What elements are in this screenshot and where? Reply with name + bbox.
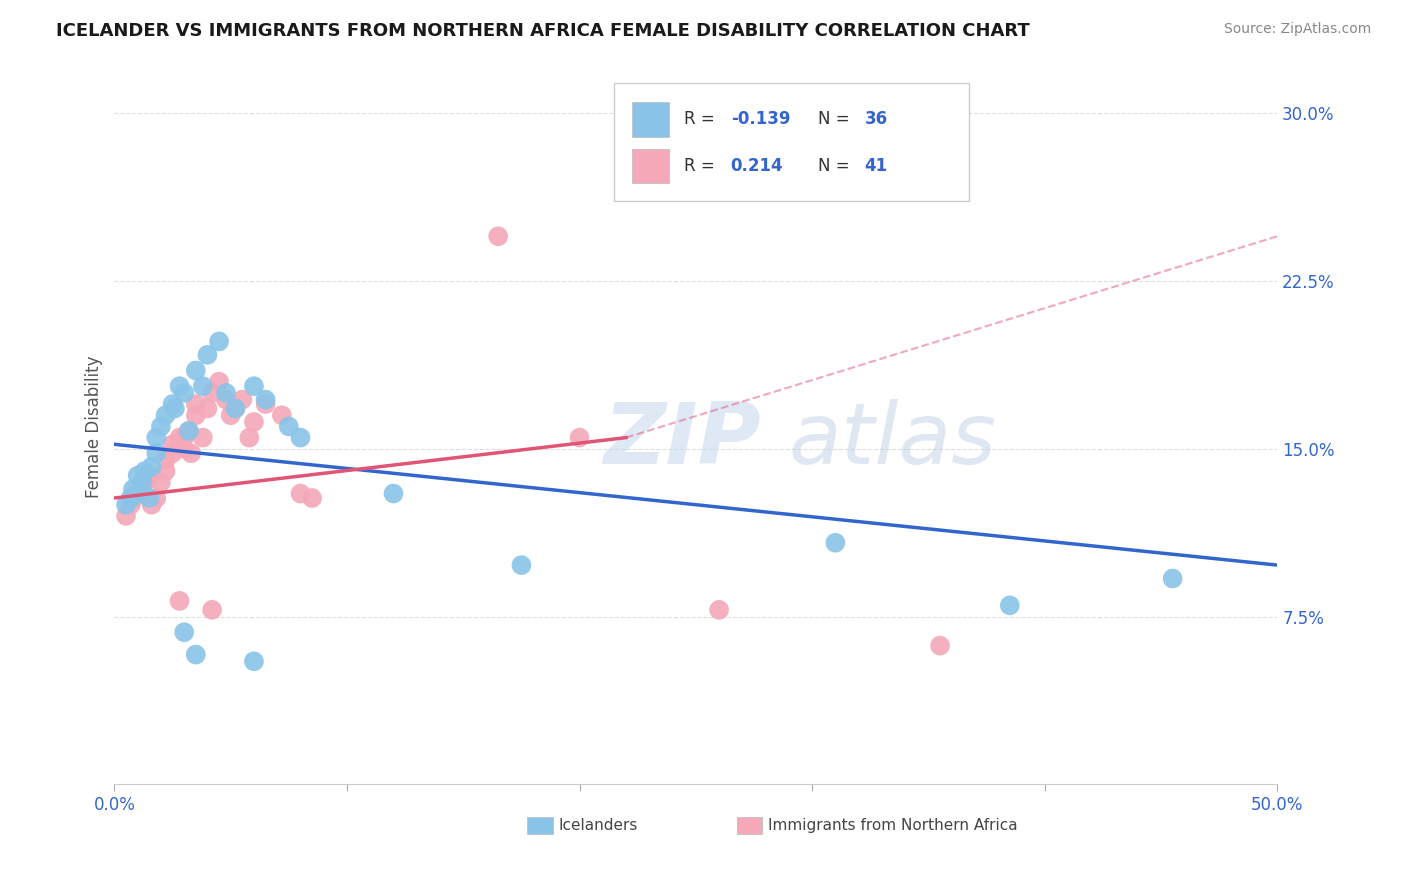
Point [149,475,172,490]
Point [145,491,167,505]
Point [134,475,156,490]
Text: Icelanders: Icelanders [558,818,638,833]
Point [277,419,299,434]
Text: R =: R = [685,157,716,175]
Point [177,424,200,438]
Point [163,401,186,416]
Point [254,392,277,407]
Point [127,486,149,500]
Text: atlas: atlas [789,400,997,483]
Point [138,468,160,483]
Point [120,498,142,512]
Point [169,594,191,608]
Point [173,385,195,400]
Text: N =: N = [818,111,849,128]
Point [180,446,202,460]
FancyBboxPatch shape [631,103,669,136]
Point [122,491,145,505]
Point [184,397,207,411]
Point [270,409,292,423]
Point [162,446,184,460]
Point [173,625,195,640]
Point [208,334,231,349]
Point [173,442,195,456]
Point [290,431,312,445]
Point [290,486,312,500]
Point [215,392,238,407]
Point [208,375,231,389]
Point [238,431,260,445]
Point [707,603,730,617]
Point [243,379,266,393]
Point [162,397,184,411]
Point [173,431,195,445]
Text: 36: 36 [865,111,887,128]
Text: Source: ZipAtlas.com: Source: ZipAtlas.com [1223,22,1371,37]
Text: 0.214: 0.214 [731,157,783,175]
Point [824,535,846,549]
FancyBboxPatch shape [737,816,762,834]
Point [155,453,177,467]
Point [145,446,167,460]
Point [998,599,1021,613]
Text: Immigrants from Northern Africa: Immigrants from Northern Africa [768,818,1018,833]
FancyBboxPatch shape [614,83,969,201]
Point [929,639,952,653]
Point [231,392,253,407]
Point [127,486,149,500]
FancyBboxPatch shape [631,149,669,183]
Point [177,424,200,438]
Point [184,648,207,662]
Point [510,558,533,573]
Point [155,464,177,478]
Text: ICELANDER VS IMMIGRANTS FROM NORTHERN AFRICA FEMALE DISABILITY CORRELATION CHART: ICELANDER VS IMMIGRANTS FROM NORTHERN AF… [56,22,1031,40]
Point [301,491,323,505]
Point [145,431,167,445]
Point [243,415,266,429]
Point [219,409,242,423]
Point [131,482,153,496]
Point [131,475,153,490]
Point [1161,572,1184,586]
Text: R =: R = [685,111,716,128]
Point [201,385,224,400]
Point [169,431,191,445]
Point [215,385,238,400]
Point [155,409,177,423]
Y-axis label: Female Disability: Female Disability [86,355,103,498]
Point [568,431,591,445]
Point [382,486,405,500]
Point [201,603,224,617]
FancyBboxPatch shape [527,816,553,834]
Point [134,464,156,478]
Point [197,348,219,362]
Point [197,401,219,416]
Point [149,419,172,434]
Text: N =: N = [818,157,849,175]
Point [224,401,246,416]
Point [486,229,509,244]
Text: 41: 41 [865,157,887,175]
Point [162,437,184,451]
Point [184,363,207,377]
Point [138,491,160,505]
Point [115,498,138,512]
Point [120,491,142,505]
Text: ZIP: ZIP [603,400,761,483]
Point [184,409,207,423]
Point [127,468,149,483]
Text: -0.139: -0.139 [731,111,790,128]
Point [115,508,138,523]
Point [254,397,277,411]
Point [122,482,145,496]
Point [191,431,214,445]
Point [169,379,191,393]
Point [243,654,266,668]
Point [141,459,163,474]
Point [141,498,163,512]
Point [224,401,246,416]
Point [191,379,214,393]
